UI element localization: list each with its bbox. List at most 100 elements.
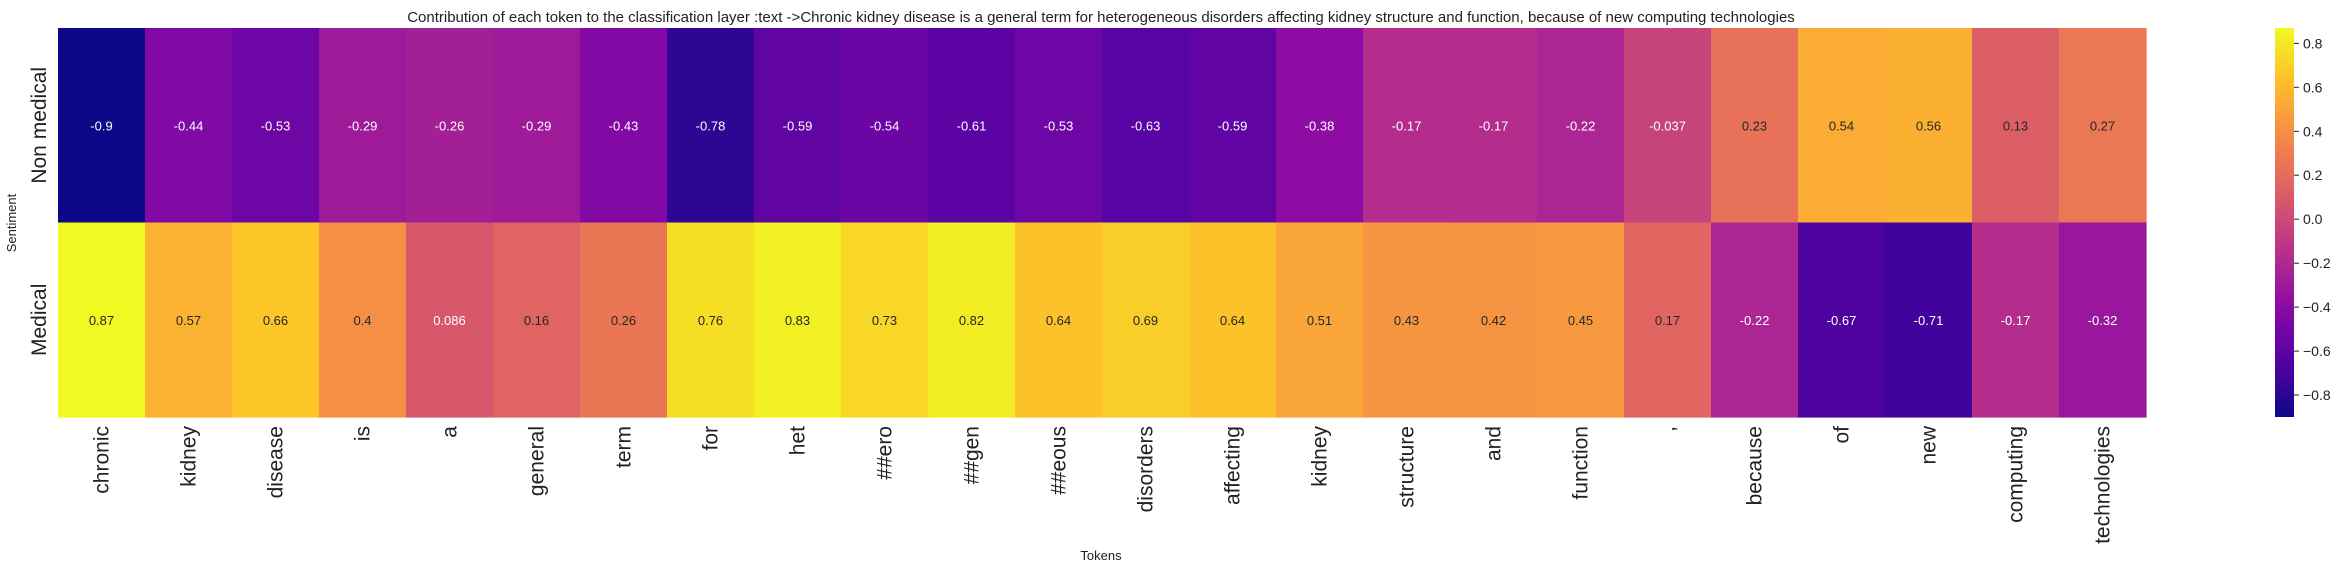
heatmap-cell <box>1798 28 1886 224</box>
cell-value-label: 0.73 <box>872 313 897 328</box>
heatmap-cell <box>58 222 146 418</box>
heatmap-cell <box>145 28 233 224</box>
heatmap-cell <box>754 222 842 418</box>
heatmap-cell <box>58 28 146 224</box>
heatmap-cell <box>580 28 668 224</box>
row-tick-labels: Non medical Medical <box>28 67 51 356</box>
heatmap-cell <box>319 222 407 418</box>
heatmap-cell <box>1102 222 1190 418</box>
heatmap-cells <box>58 28 2147 418</box>
heatmap-cell <box>232 28 320 224</box>
heatmap-cell <box>493 28 581 224</box>
colorbar-tick-label: 0.6 <box>2303 79 2323 95</box>
cell-value-label: 0.23 <box>1742 118 1767 133</box>
colorbar-tick-label: 0.4 <box>2303 123 2323 139</box>
colorbar-tick-label: −0.2 <box>2303 255 2331 271</box>
heatmap-cell <box>1276 222 1364 418</box>
heatmap-cell <box>319 28 407 224</box>
column-tick-label: ##eous <box>1048 426 1071 495</box>
heatmap-cell <box>1189 222 1277 418</box>
column-tick-label: for <box>700 426 723 451</box>
cell-value-label: -0.44 <box>174 118 204 133</box>
column-tick-label: kidney <box>1309 426 1332 487</box>
heatmap-cell <box>1189 28 1277 224</box>
heatmap-cell <box>928 222 1016 418</box>
column-tick-label: term <box>613 426 636 468</box>
heatmap-cell <box>1363 28 1451 224</box>
colorbar-tick-label: 0.0 <box>2303 211 2323 227</box>
heatmap-cell <box>841 222 929 418</box>
cell-value-label: -0.59 <box>783 118 813 133</box>
cell-value-label: -0.61 <box>957 118 987 133</box>
cell-value-label: -0.17 <box>1479 118 1509 133</box>
column-tick-label: function <box>1570 426 1593 500</box>
cell-value-label: -0.29 <box>522 118 552 133</box>
heatmap-cell-labels: -0.9 -0.44 -0.53 -0.29 -0.26 -0.29 -0.43 -0.78 -… <box>89 118 2117 328</box>
column-tick-label: technologies <box>2092 426 2115 544</box>
cell-value-label: 0.54 <box>1829 118 1854 133</box>
cell-value-label: 0.27 <box>2090 118 2115 133</box>
cell-value-label: -0.54 <box>870 118 900 133</box>
cell-value-label: -0.67 <box>1827 313 1857 328</box>
heatmap-cell <box>1537 222 1625 418</box>
cell-value-label: -0.26 <box>435 118 465 133</box>
cell-value-label: 0.57 <box>176 313 201 328</box>
heatmap-cell <box>1972 28 2060 224</box>
heatmap-cell <box>667 28 755 224</box>
cell-value-label: -0.71 <box>1914 313 1944 328</box>
heatmap-cell <box>1363 222 1451 418</box>
column-tick-label: general <box>526 426 549 496</box>
cell-value-label: 0.83 <box>785 313 810 328</box>
cell-value-label: 0.56 <box>1916 118 1941 133</box>
x-axis-label: Tokens <box>1080 548 1122 563</box>
column-tick-label: ##gen <box>961 426 984 484</box>
y-axis-label: Sentiment <box>4 193 19 252</box>
heatmap-cell <box>406 222 494 418</box>
column-tick-label: a <box>439 426 462 438</box>
cell-value-label: -0.22 <box>1740 313 1770 328</box>
heatmap-cell <box>1624 222 1712 418</box>
column-tick-label: because <box>1744 426 1767 505</box>
heatmap-cell <box>493 222 581 418</box>
cell-value-label: 0.51 <box>1307 313 1332 328</box>
cell-value-label: -0.38 <box>1305 118 1335 133</box>
column-tick-labels: chronic kidney disease is a general term for het… <box>91 425 2115 544</box>
chart-title: Contribution of each token to the classi… <box>407 9 1795 26</box>
cell-value-label: 0.64 <box>1220 313 1245 328</box>
column-tick-label: disorders <box>1135 426 1158 512</box>
colorbar-gradient <box>2275 28 2294 417</box>
column-tick-label: chronic <box>91 426 114 494</box>
column-tick-label: is <box>352 426 375 441</box>
cell-value-label: -0.22 <box>1566 118 1596 133</box>
cell-value-label: 0.086 <box>433 313 466 328</box>
column-tick-label: affecting <box>1222 426 1245 505</box>
heatmap-cell <box>145 222 233 418</box>
heatmap-cell <box>1711 28 1799 224</box>
cell-value-label: 0.17 <box>1655 313 1680 328</box>
cell-value-label: 0.64 <box>1046 313 1071 328</box>
cell-value-label: 0.13 <box>2003 118 2028 133</box>
heatmap-cell <box>232 222 320 418</box>
row-tick-label: Medical <box>28 284 51 356</box>
heatmap-cell <box>406 28 494 224</box>
cell-value-label: 0.26 <box>611 313 636 328</box>
cell-value-label: 0.82 <box>959 313 984 328</box>
colorbar-tick-label: −0.4 <box>2303 299 2331 315</box>
colorbar: 0.8 0.6 0.4 0.2 0.0 −0.2 −0.4 −0.6 −0.8 <box>2275 28 2331 417</box>
heatmap-cell <box>928 28 1016 224</box>
heatmap-cell <box>1102 28 1190 224</box>
colorbar-tick-label: 0.2 <box>2303 167 2323 183</box>
cell-value-label: -0.037 <box>1649 118 1686 133</box>
cell-value-label: -0.17 <box>2001 313 2031 328</box>
cell-value-label: -0.53 <box>1044 118 1074 133</box>
heatmap-cell <box>1885 28 1973 224</box>
cell-value-label: -0.32 <box>2088 313 2118 328</box>
heatmap-cell <box>2059 28 2147 224</box>
cell-value-label: 0.76 <box>698 313 723 328</box>
heatmap-cell <box>1885 222 1973 418</box>
colorbar-tick-label: 0.8 <box>2303 35 2323 51</box>
cell-value-label: -0.9 <box>90 118 112 133</box>
cell-value-label: -0.53 <box>261 118 291 133</box>
row-tick-label: Non medical <box>28 67 51 184</box>
